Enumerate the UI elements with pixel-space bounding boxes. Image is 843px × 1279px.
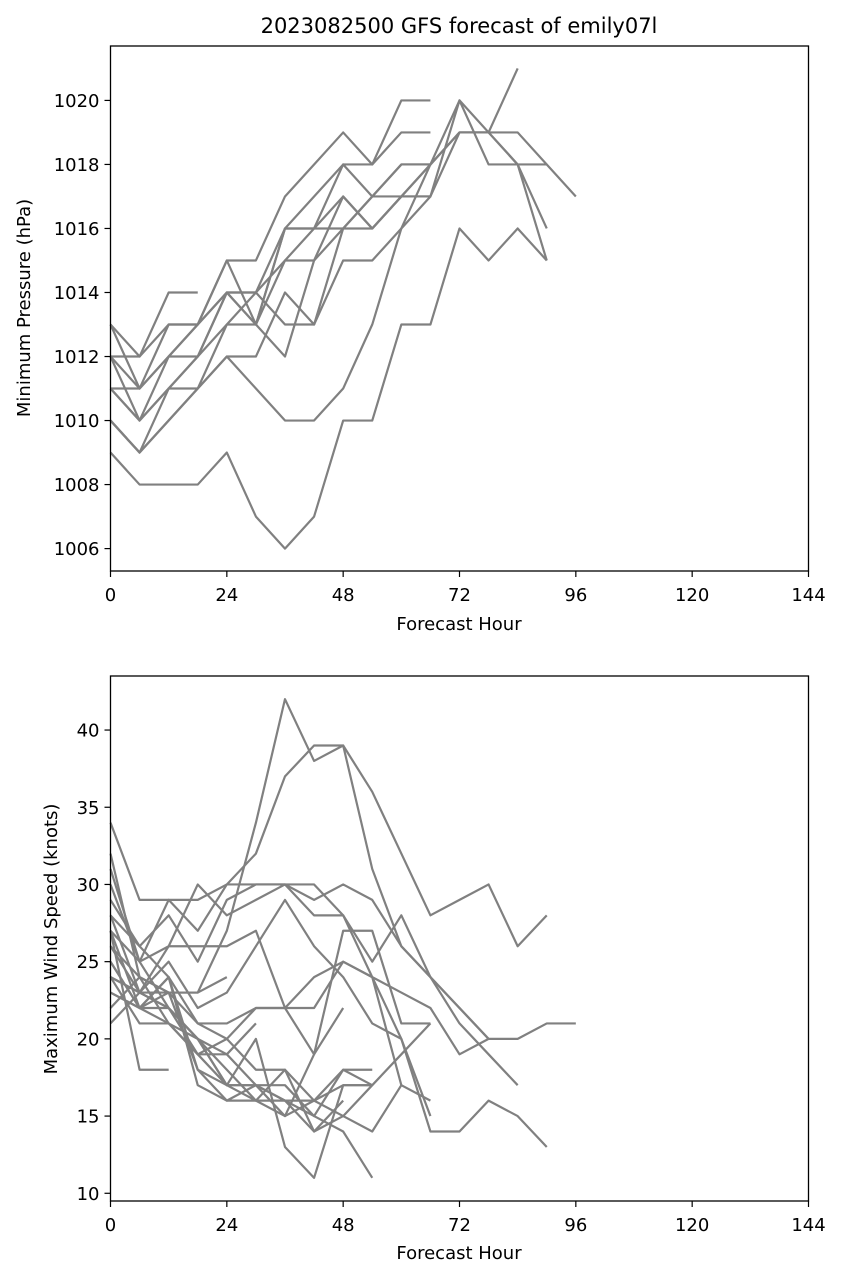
pressure-y-ticks: 1006 1008 1010 1012 1014 1016 1018 1020 xyxy=(54,91,111,560)
wind-y-tick-label: 20 xyxy=(77,1029,100,1050)
wind-x-tick-label: 72 xyxy=(448,1215,471,1236)
wind-x-axis-label: Forecast Hour xyxy=(396,1243,522,1264)
wind-x-tick-label: 96 xyxy=(564,1215,587,1236)
wind-series-line-3 xyxy=(109,868,519,1086)
wind-series-line-1 xyxy=(109,744,548,948)
pressure-x-tick-label: 72 xyxy=(448,585,471,606)
wind-series-line-17 xyxy=(109,930,373,1179)
wind-x-tick-label: 0 xyxy=(105,1215,116,1236)
pressure-y-tick-label: 1018 xyxy=(54,155,100,176)
wind-series-group xyxy=(109,698,576,1179)
wind-y-tick-label: 30 xyxy=(77,875,100,896)
wind-y-tick-label: 10 xyxy=(77,1184,100,1205)
pressure-series-line-10 xyxy=(109,131,461,454)
wind-y-axis-label: Maximum Wind Speed (knots) xyxy=(41,804,62,1075)
wind-y-tick-label: 25 xyxy=(77,952,100,973)
pressure-chart-title: 2023082500 GFS forecast of emily07l xyxy=(261,14,658,38)
pressure-x-axis-label: Forecast Hour xyxy=(396,614,522,635)
wind-series-line-16 xyxy=(109,914,373,1118)
wind-series-line-8 xyxy=(109,930,548,1148)
pressure-y-tick-label: 1006 xyxy=(54,539,100,560)
wind-x-ticks: 0 24 48 72 96 120 144 xyxy=(105,1201,826,1236)
pressure-series-line-12 xyxy=(109,227,548,550)
wind-x-tick-label: 144 xyxy=(791,1215,825,1236)
wind-series-line-5 xyxy=(109,883,490,1056)
wind-x-tick-label: 120 xyxy=(675,1215,709,1236)
pressure-series-line-1 xyxy=(109,291,198,358)
pressure-y-tick-label: 1008 xyxy=(54,475,100,496)
pressure-y-tick-label: 1016 xyxy=(54,219,100,240)
pressure-series-line-11 xyxy=(109,163,432,454)
pressure-x-tick-label: 48 xyxy=(332,585,355,606)
wind-series-line-6 xyxy=(109,914,431,1056)
pressure-x-tick-label: 24 xyxy=(215,585,238,606)
pressure-y-axis-label: Minimum Pressure (hPa) xyxy=(14,199,35,417)
wind-y-ticks: 10 15 20 25 30 35 40 xyxy=(77,721,111,1205)
pressure-x-tick-label: 0 xyxy=(105,585,116,606)
pressure-series-line-2 xyxy=(110,99,431,358)
pressure-series-line-4 xyxy=(110,67,519,390)
pressure-series-line-9 xyxy=(109,195,431,422)
pressure-x-tick-label: 120 xyxy=(675,585,709,606)
pressure-y-tick-label: 1010 xyxy=(54,411,100,432)
pressure-chart: 2023082500 GFS forecast of emily07l 0 24 4… xyxy=(14,14,826,635)
pressure-y-tick-label: 1014 xyxy=(54,283,100,304)
pressure-y-tick-label: 1012 xyxy=(54,347,100,368)
wind-y-tick-label: 15 xyxy=(77,1107,100,1128)
pressure-x-tick-label: 96 xyxy=(564,585,587,606)
pressure-y-tick-label: 1020 xyxy=(54,91,100,112)
wind-x-tick-label: 48 xyxy=(332,1215,355,1236)
wind-chart: 0 24 48 72 96 120 144 10 15 20 25 30 35 40 Forecast … xyxy=(41,675,826,1264)
wind-series-line-9 xyxy=(109,898,432,1117)
wind-x-tick-label: 24 xyxy=(215,1215,238,1236)
pressure-x-tick-label: 144 xyxy=(791,585,825,606)
wind-series-line-4 xyxy=(109,883,490,1040)
wind-y-tick-label: 35 xyxy=(77,798,100,819)
pressure-series-group xyxy=(109,67,577,550)
pressure-x-ticks: 0 24 48 72 96 120 144 xyxy=(105,571,826,606)
wind-series-line-21 xyxy=(109,976,257,1056)
wind-y-tick-label: 40 xyxy=(77,721,100,742)
